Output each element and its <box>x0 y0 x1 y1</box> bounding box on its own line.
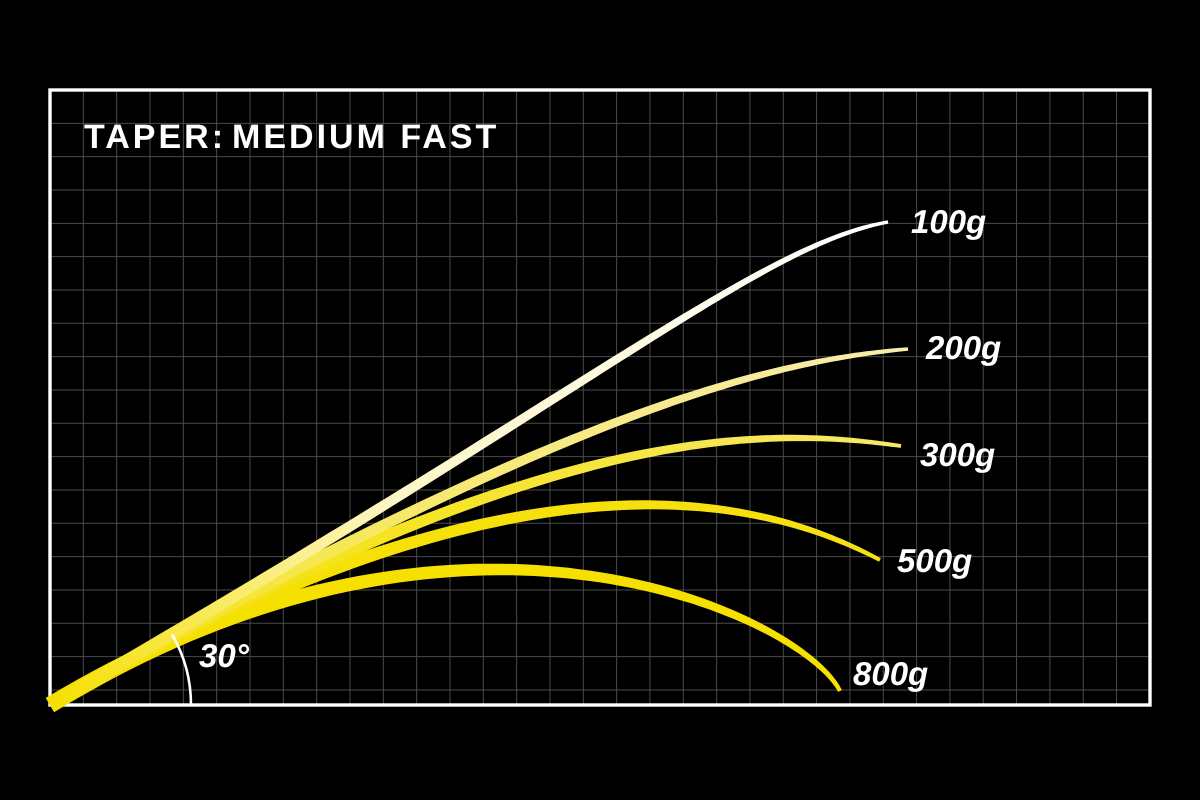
svg-text:30°: 30° <box>199 637 250 674</box>
svg-text:100g: 100g <box>911 203 986 240</box>
svg-text:200g: 200g <box>925 329 1001 366</box>
svg-text:500g: 500g <box>897 542 972 579</box>
svg-text:300g: 300g <box>920 436 995 473</box>
svg-text:TAPER:MEDIUM FAST: TAPER:MEDIUM FAST <box>84 118 499 156</box>
svg-text:800g: 800g <box>853 655 928 692</box>
